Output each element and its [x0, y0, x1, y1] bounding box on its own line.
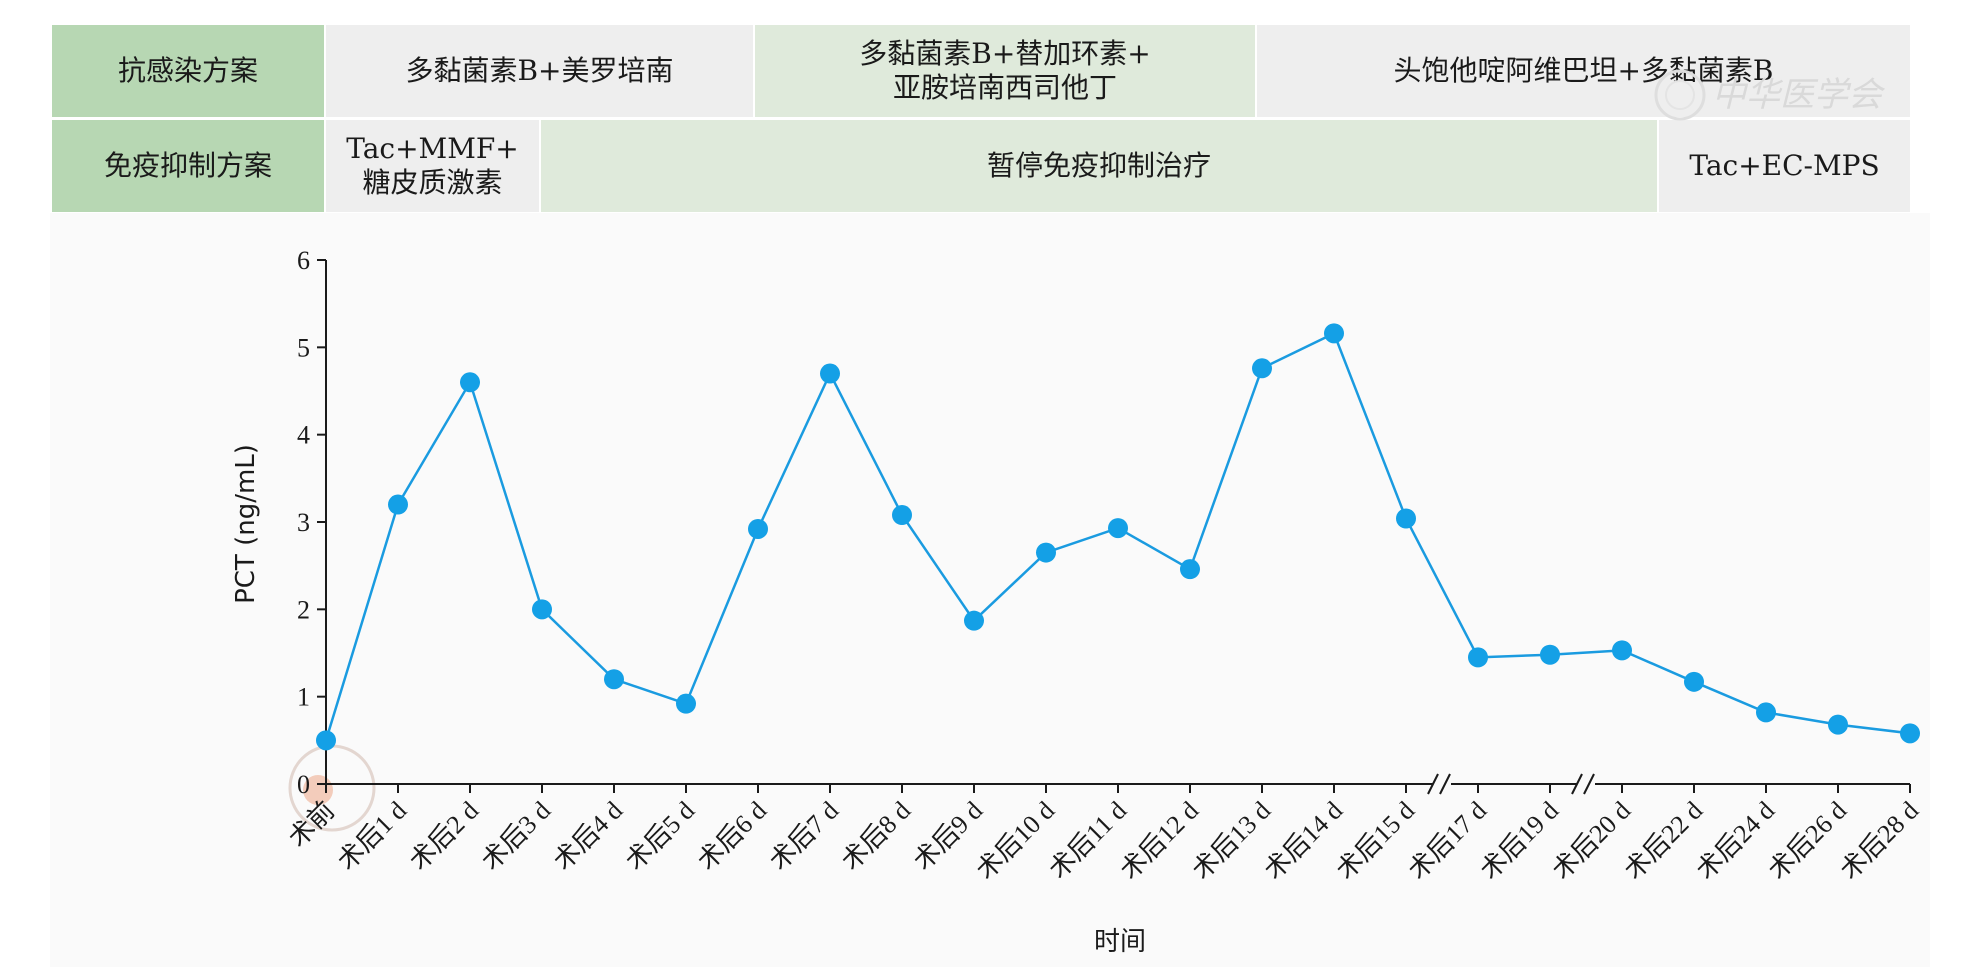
- immunosuppression-regimen-3: Tac+EC-MPS: [1659, 120, 1910, 212]
- watermark-seal-top: [1654, 69, 1706, 121]
- x-tick-label: 术后3 d: [476, 796, 556, 876]
- anti-infection-regimen-1: 多黏菌素B+美罗培南: [326, 25, 753, 117]
- watermark-text: 中华医学会: [1712, 75, 1886, 115]
- anti-infection-header: 抗感染方案: [52, 25, 324, 117]
- axis-break-mark: [1571, 773, 1583, 795]
- data-point: [1900, 723, 1920, 744]
- data-point: [676, 693, 696, 714]
- axis-break-mark: [1583, 773, 1595, 795]
- data-point: [1612, 640, 1632, 661]
- data-point: [892, 505, 912, 526]
- y-tick-label: 0: [297, 770, 310, 799]
- data-point: [1540, 644, 1560, 665]
- x-tick-label: 术后17 d: [1403, 796, 1492, 885]
- data-point: [1828, 714, 1848, 735]
- y-tick-label: 4: [297, 421, 310, 450]
- data-point: [388, 494, 408, 515]
- anti-infection-regimen-3: 头饱他啶阿维巴坦+多黏菌素B: [1257, 25, 1910, 117]
- x-tick-label: 术后4 d: [548, 796, 628, 876]
- x-tick-label: 术后22 d: [1619, 796, 1708, 885]
- y-axis-title: PCT (ng/mL): [231, 444, 261, 604]
- data-point: [964, 610, 984, 631]
- x-tick-label: 术后5 d: [620, 796, 700, 876]
- data-point: [1036, 542, 1056, 563]
- axis-break-mark: [1439, 773, 1451, 795]
- x-tick-label: 术后12 d: [1115, 796, 1204, 885]
- x-tick-label: 术后14 d: [1259, 796, 1348, 885]
- data-point: [820, 363, 840, 384]
- immunosuppression-header: 免疫抑制方案: [52, 120, 324, 212]
- y-tick-label: 3: [297, 508, 310, 537]
- data-point: [1468, 647, 1488, 668]
- data-point: [460, 372, 480, 393]
- x-tick-label: 术后15 d: [1331, 796, 1420, 885]
- anti-infection-regimen-2: 多黏菌素B+替加环素+ 亚胺培南西司他丁: [755, 25, 1255, 117]
- x-tick-label: 术后28 d: [1835, 796, 1924, 885]
- x-tick-label: 术后19 d: [1475, 796, 1564, 885]
- plot-background: [50, 213, 1930, 967]
- y-tick-label: 2: [297, 595, 310, 624]
- axis-break-mark: [1427, 773, 1439, 795]
- series-group: [316, 323, 1920, 751]
- data-point: [604, 669, 624, 690]
- data-point: [1252, 358, 1272, 379]
- data-point: [1684, 671, 1704, 692]
- data-point: [1108, 518, 1128, 539]
- x-tick-label: 术后13 d: [1187, 796, 1276, 885]
- x-tick-label: 术后11 d: [1043, 796, 1132, 885]
- x-tick-label: 术后10 d: [971, 796, 1060, 885]
- immunosuppression-regimen-2: 暂停免疫抑制治疗: [541, 120, 1657, 212]
- immunosuppression-regimen-1: Tac+MMF+ 糖皮质激素: [326, 120, 539, 212]
- data-point: [316, 730, 336, 751]
- data-point: [1180, 559, 1200, 580]
- x-tick-label: 术后6 d: [692, 796, 772, 876]
- data-point: [1756, 702, 1776, 723]
- x-tick-label: 术后24 d: [1691, 796, 1780, 885]
- data-point: [532, 599, 552, 620]
- y-tick-label: 5: [297, 333, 310, 362]
- data-point: [1396, 508, 1416, 529]
- x-tick-label: 术后1 d: [332, 796, 412, 876]
- x-tick-label: 术后26 d: [1763, 796, 1852, 885]
- data-point: [1324, 323, 1344, 344]
- x-axis-title: 时间: [1094, 927, 1146, 957]
- data-point: [748, 518, 768, 539]
- x-tick-label: 术前: [283, 796, 340, 853]
- y-tick-label: 1: [297, 683, 310, 712]
- y-tick-label: 6: [297, 246, 310, 275]
- x-tick-label: 术后7 d: [764, 796, 844, 876]
- x-tick-label: 术后8 d: [836, 796, 916, 876]
- x-tick-label: 术后2 d: [404, 796, 484, 876]
- y-axis-ticks: 0 1 2 3 4 5 6: [297, 246, 326, 799]
- x-tick-label: 术后20 d: [1547, 796, 1636, 885]
